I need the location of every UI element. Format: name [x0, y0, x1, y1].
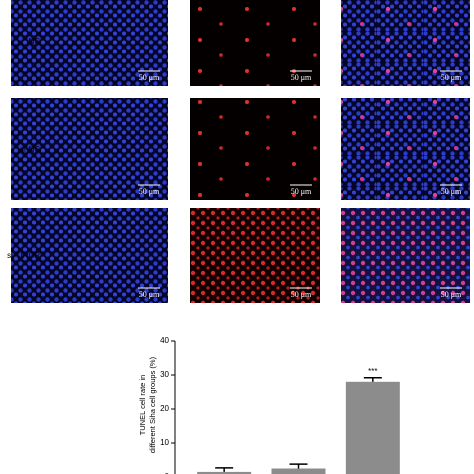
- row-label: NC: [28, 37, 40, 46]
- tunel-sitincr: [190, 208, 320, 303]
- bar: [197, 471, 252, 474]
- micrographs: [11, 0, 470, 303]
- bar: [271, 468, 326, 474]
- row-label: si-TINCR: [7, 251, 40, 260]
- y-tick-label: 20: [160, 404, 169, 413]
- y-tick-label: 0: [165, 472, 170, 474]
- y-tick-label: 40: [160, 336, 169, 345]
- bar: [345, 381, 400, 474]
- scale-bar-label: 50 μm: [139, 187, 160, 196]
- tunel-sinc: [190, 98, 320, 200]
- dapi-sitincr: [11, 208, 168, 303]
- error-bar: [215, 467, 234, 472]
- scale-bar-label: 50 μm: [441, 290, 462, 299]
- y-tick-label: 30: [160, 370, 169, 379]
- scale-bar-label: 50 μm: [291, 187, 312, 196]
- scale-bar-label: 50 μm: [139, 290, 160, 299]
- scale-bar-label: 50 μm: [441, 73, 462, 82]
- merge-sitincr: [341, 208, 470, 303]
- row-label: si-NC: [20, 145, 40, 154]
- merge-sinc: [341, 98, 470, 200]
- merge-nc: [341, 0, 470, 86]
- tunel-nc: [190, 0, 320, 86]
- scale-bar-label: 50 μm: [139, 73, 160, 82]
- y-tick-label: 10: [160, 438, 169, 447]
- scale-bar-label: 50 μm: [291, 73, 312, 82]
- y-axis-label: TUNEL cell rate in: [138, 375, 147, 436]
- dapi-sinc: [11, 98, 168, 200]
- significance: ***: [368, 367, 377, 376]
- error-bar: [289, 463, 308, 469]
- error-bar: [363, 376, 382, 382]
- dapi-nc: [11, 0, 168, 86]
- scale-bar-label: 50 μm: [441, 187, 462, 196]
- y-axis-label: different Siha cell groups (%): [148, 356, 157, 453]
- scale-bar-label: 50 μm: [291, 290, 312, 299]
